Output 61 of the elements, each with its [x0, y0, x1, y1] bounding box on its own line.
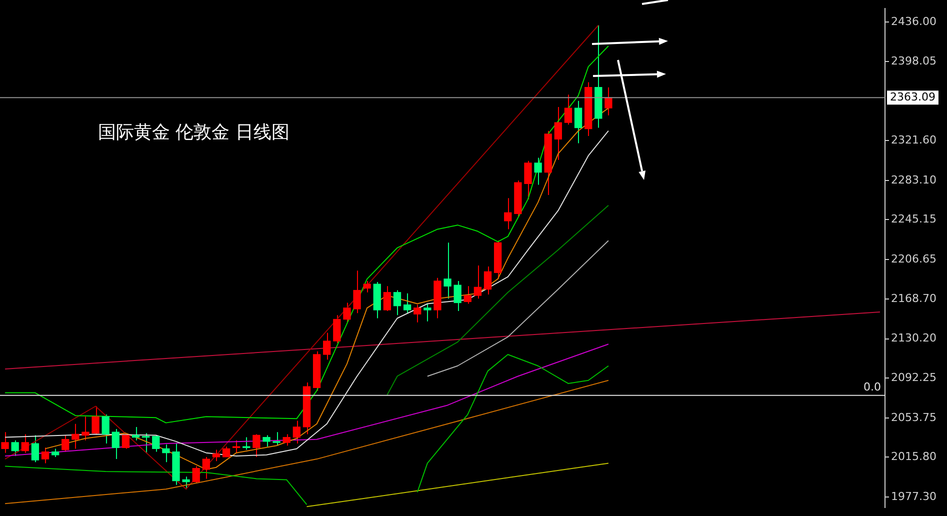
candlestick: [564, 94, 572, 126]
y-tick-label: 2168.70: [891, 292, 936, 305]
y-tick-label: 2053.75: [891, 410, 936, 424]
candlestick: [202, 456, 210, 480]
candlestick: [484, 266, 492, 295]
candlestick: [474, 264, 482, 300]
candlestick: [212, 449, 220, 462]
candlestick: [11, 440, 19, 456]
candlestick: [162, 444, 170, 463]
candlestick: [82, 416, 90, 441]
candlestick: [292, 420, 301, 444]
candlestick: [343, 302, 351, 323]
candlestick: [272, 432, 280, 446]
y-tick-label: 2130.20: [891, 332, 936, 345]
candlestick: [102, 414, 110, 444]
candlestick: [262, 434, 270, 448]
candlestick: [604, 86, 612, 116]
candlestick: [333, 314, 341, 344]
candlestick: [534, 157, 542, 186]
y-tick-label: 2206.65: [891, 252, 936, 266]
candlestick: [574, 100, 582, 144]
candlestick: [192, 466, 200, 484]
y-tick-label: 2398.05: [891, 54, 936, 68]
candlestick: [222, 446, 230, 458]
annotation: 0.0: [864, 380, 881, 394]
candlestick: [454, 280, 462, 312]
candlestick: [41, 447, 50, 464]
candlestick: [464, 286, 472, 304]
candlestick: [21, 434, 29, 454]
candlestick: [282, 434, 290, 446]
y-tick-label: 2245.15: [891, 212, 936, 226]
candlestick: [393, 290, 402, 316]
candlestick: [62, 434, 70, 452]
candlestick: [554, 106, 562, 160]
y-tick-label: 1977.30: [891, 490, 936, 503]
candlestick: [323, 332, 331, 360]
text: 国际黄金 伦敦金 日线图: [98, 121, 290, 144]
y-tick-label: 2321.60: [891, 133, 936, 146]
candlestick: [353, 270, 361, 314]
candlestick: [152, 434, 160, 452]
candlestick: [1, 432, 9, 454]
candlestick: [424, 303, 432, 322]
candlestick: [122, 434, 130, 450]
candlestick: [524, 160, 532, 200]
candlestick: [92, 406, 100, 435]
candlestick: [444, 242, 452, 300]
candlestick: [112, 428, 120, 460]
candlestick: [414, 304, 422, 323]
candlestick: [363, 280, 371, 293]
candlestick: [252, 434, 260, 458]
y-tick-label: 2015.80: [891, 450, 936, 464]
candlestick: [182, 476, 190, 490]
candlestick: [383, 286, 392, 312]
candlestick: [504, 198, 512, 230]
y-tick-label: 2092.25: [891, 370, 936, 384]
y-tick-label: 2436.00: [891, 15, 936, 28]
candlestick: [403, 292, 412, 314]
candlestick: [72, 423, 80, 450]
ref-line-label: 2363.09: [890, 90, 936, 104]
candlestick: [31, 434, 40, 463]
y-tick-label: 2283.10: [891, 173, 936, 186]
